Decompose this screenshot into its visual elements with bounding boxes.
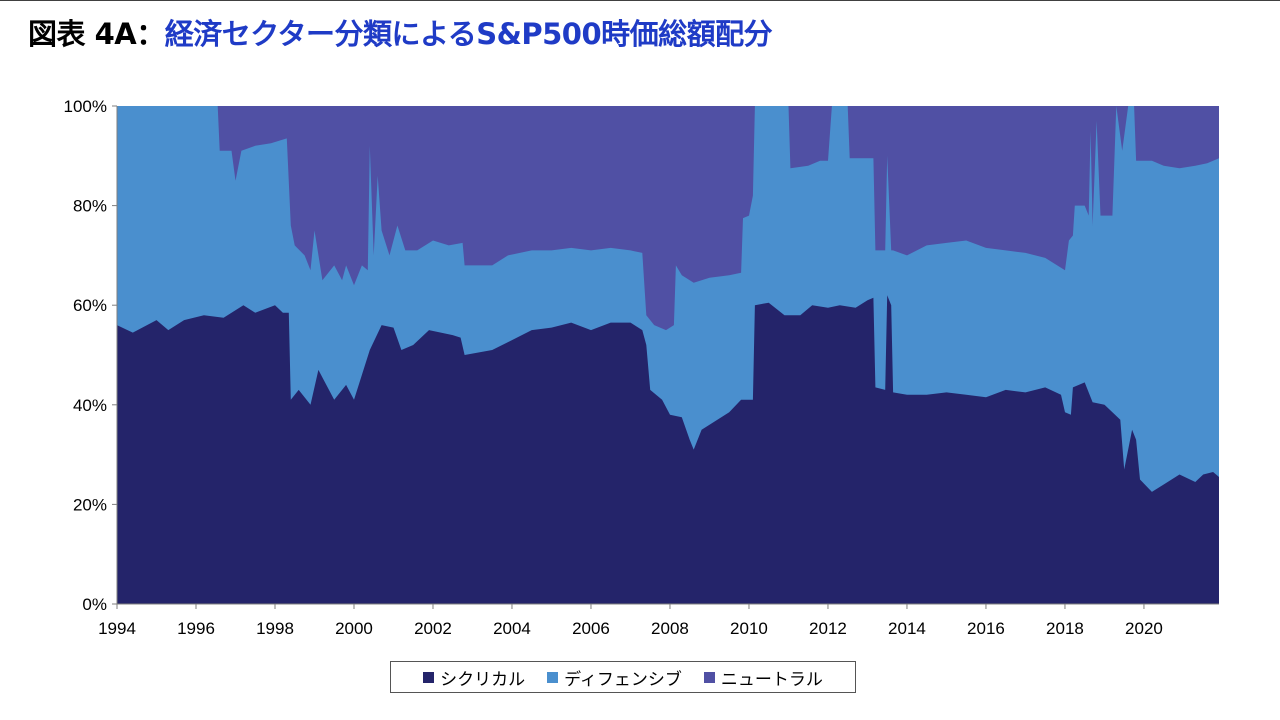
x-tick-label: 2002 (414, 619, 452, 638)
area-cyclical (117, 295, 1219, 604)
legend-label-cyclical: シクリカル (440, 669, 526, 690)
top-rule (0, 0, 1280, 1)
x-tick-label: 2018 (1046, 619, 1084, 638)
legend-swatch-neutral (703, 671, 715, 683)
x-tick-label: 2006 (572, 619, 610, 638)
y-tick-label: 100% (64, 97, 107, 116)
legend: シクリカル ディフェンシブ ニュートラル (390, 661, 856, 693)
legend-label-neutral: ニュートラル (720, 669, 823, 690)
chart-title: 図表 4A：経済セクター分類によるS&P500時価総額配分 (28, 12, 773, 56)
x-tick-label: 2000 (335, 619, 373, 638)
y-tick-label: 80% (73, 197, 107, 216)
chart-title-text: 経済セクター分類によるS&P500時価総額配分 (164, 17, 773, 51)
legend-label-defensive: ディフェンシブ (564, 669, 682, 690)
y-tick-label: 0% (82, 595, 107, 614)
x-tick-label: 2008 (651, 619, 689, 638)
x-tick-label: 1996 (177, 619, 215, 638)
x-tick-label: 1998 (256, 619, 294, 638)
legend-item-cyclical: シクリカル (423, 665, 525, 690)
x-tick-label: 2020 (1125, 619, 1163, 638)
x-tick-label: 2014 (888, 619, 926, 638)
y-tick-label: 20% (73, 495, 107, 514)
legend-swatch-defensive (547, 671, 559, 683)
x-tick-label: 2010 (730, 619, 768, 638)
x-tick-label: 2012 (809, 619, 847, 638)
x-tick-label: 2016 (967, 619, 1005, 638)
figure-number: 図表 4A： (28, 17, 165, 51)
legend-item-defensive: ディフェンシブ (547, 665, 682, 690)
x-tick-label: 1994 (98, 619, 136, 638)
legend-swatch-cyclical (423, 671, 435, 683)
legend-item-neutral: ニュートラル (703, 665, 823, 690)
y-tick-label: 40% (73, 396, 107, 415)
y-tick-label: 60% (73, 296, 107, 315)
x-tick-label: 2004 (493, 619, 531, 638)
